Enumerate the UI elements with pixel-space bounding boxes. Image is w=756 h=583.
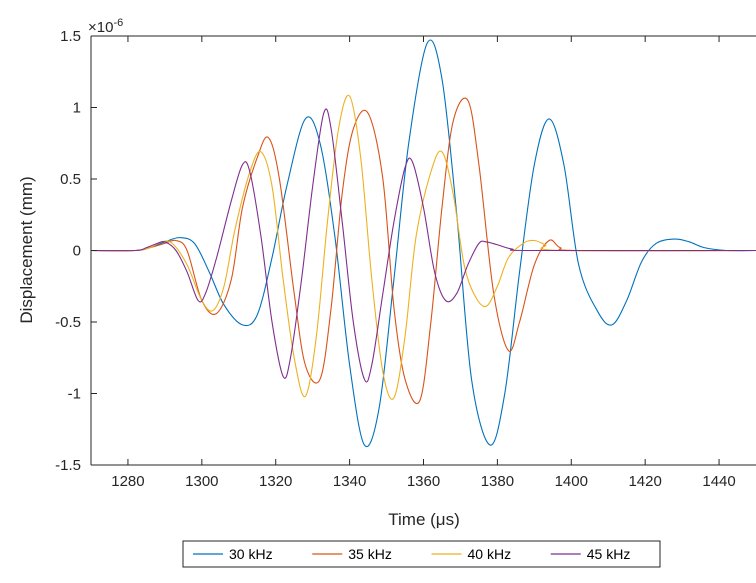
axes: 1280 1300 1320 1340 1360 1380 1400 1420 1440 -1.5… bbox=[55, 28, 756, 490]
series-line-4 bbox=[91, 108, 756, 383]
x-tick-label: 1320 bbox=[259, 473, 292, 490]
x-axis-title: Time (μs) bbox=[388, 510, 460, 529]
x-tick-label: 1300 bbox=[185, 473, 218, 490]
x-tick-label: 1380 bbox=[481, 473, 514, 490]
x-tick-label: 1340 bbox=[333, 473, 366, 490]
y-axis-title: Displacement (mm) bbox=[17, 176, 36, 323]
legend-label: 45 kHz bbox=[587, 546, 631, 562]
y-axis-exponent: ×10-6 bbox=[88, 17, 123, 36]
x-tick-label: 1440 bbox=[702, 473, 735, 490]
x-tick-label: 1280 bbox=[111, 473, 144, 490]
legend: 30 kHz 35 kHz 40 kHz 45 kHz bbox=[182, 540, 661, 568]
series-line-2 bbox=[91, 97, 756, 405]
y-tick-label: -1 bbox=[68, 386, 81, 403]
y-tick-label: -0.5 bbox=[55, 314, 81, 331]
legend-label: 40 kHz bbox=[468, 546, 512, 562]
x-tick-label: 1420 bbox=[628, 473, 661, 490]
y-tick-label: 1.5 bbox=[60, 28, 81, 45]
series-line-3 bbox=[91, 94, 756, 400]
legend-label: 30 kHz bbox=[229, 546, 273, 562]
x-tick-label: 1360 bbox=[407, 473, 440, 490]
y-tick-label: 0.5 bbox=[60, 171, 81, 188]
x-tick-label: 1400 bbox=[555, 473, 588, 490]
y-tick-label: -1.5 bbox=[55, 457, 81, 474]
y-tick-label: 1 bbox=[73, 100, 81, 117]
legend-label: 35 kHz bbox=[348, 546, 392, 562]
plot-area bbox=[91, 39, 756, 448]
series-line-1 bbox=[91, 39, 756, 448]
y-tick-label: 0 bbox=[73, 243, 81, 260]
